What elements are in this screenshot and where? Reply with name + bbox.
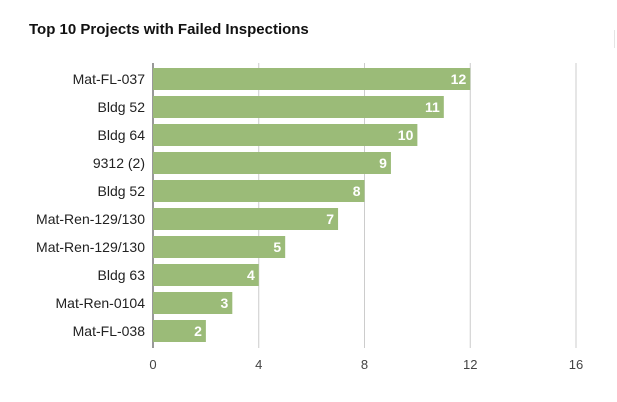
bar (153, 180, 365, 202)
category-label: Mat-Ren-0104 (56, 295, 146, 311)
category-labels: Mat-FL-037 Bldg 52 Bldg 64 9312 (2) Bldg 52 M… (36, 71, 145, 339)
bar (153, 236, 286, 258)
data-label: 11 (425, 99, 440, 115)
bar (153, 292, 233, 314)
category-label: Mat-FL-037 (73, 71, 146, 87)
chart-title: Top 10 Projects with Failed Inspections (29, 21, 309, 38)
data-label: 7 (326, 211, 334, 227)
category-label: Bldg 63 (98, 267, 146, 283)
category-label: 9312 (2) (93, 155, 145, 171)
data-label: 2 (194, 323, 202, 339)
data-label: 3 (221, 295, 229, 311)
x-tick-label: 16 (569, 357, 583, 372)
data-label: 9 (379, 155, 387, 171)
data-label: 12 (451, 71, 467, 87)
bar (153, 124, 418, 146)
data-label: 8 (353, 183, 361, 199)
x-tick-label: 4 (255, 357, 262, 372)
bar (153, 208, 339, 230)
x-tick-label: 12 (463, 357, 477, 372)
bars: 12 11 10 9 8 7 5 4 3 2 (153, 68, 471, 342)
bar (153, 152, 391, 174)
data-label: 10 (398, 127, 414, 143)
category-label: Bldg 64 (98, 127, 146, 143)
category-label: Bldg 52 (98, 99, 146, 115)
edge-divider (614, 30, 615, 48)
bar (153, 96, 444, 118)
data-label: 4 (247, 267, 255, 283)
category-label: Mat-Ren-129/130 (36, 239, 145, 255)
x-tick-label: 8 (361, 357, 368, 372)
category-label: Mat-Ren-129/130 (36, 211, 145, 227)
category-label: Bldg 52 (98, 183, 146, 199)
bar (153, 68, 471, 90)
data-label: 5 (273, 239, 281, 255)
bar (153, 264, 259, 286)
category-label: Mat-FL-038 (73, 323, 146, 339)
x-tick-label: 0 (149, 357, 156, 372)
x-axis-ticks: 0 4 8 12 16 (149, 357, 583, 372)
bar (153, 320, 206, 342)
